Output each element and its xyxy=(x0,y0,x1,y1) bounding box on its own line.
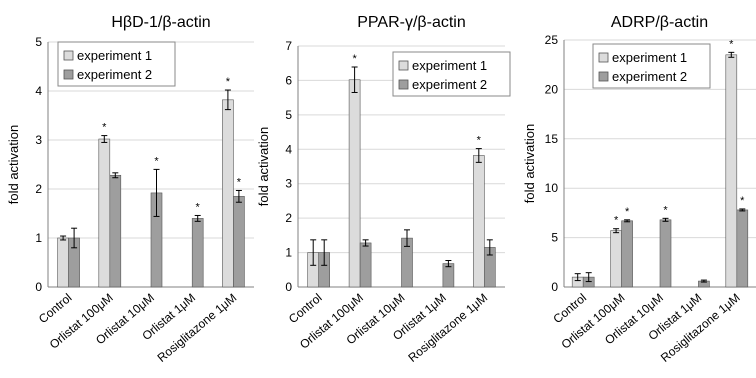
legend-swatch xyxy=(598,52,609,63)
legend: experiment 1 experiment 2 xyxy=(57,41,176,87)
chart-title: HβD-1/β-actin xyxy=(111,14,210,31)
legend-swatch xyxy=(598,71,609,82)
y-axis-label: fold activation xyxy=(256,127,271,207)
y-axis-label: fold activation xyxy=(522,124,537,204)
significance-star: * xyxy=(663,204,668,216)
bar xyxy=(98,138,111,288)
y-tick-label: 1 xyxy=(35,231,42,245)
significance-star: * xyxy=(237,176,242,188)
y-tick-label: 7 xyxy=(285,39,292,53)
y-tick-label: 0 xyxy=(35,280,42,294)
significance-star: * xyxy=(477,135,482,147)
chart-title: ADRP/β-actin xyxy=(611,14,708,31)
y-axis-label: fold activation xyxy=(6,125,21,205)
chart-title: PPAR-γ/β-actin xyxy=(357,14,465,31)
y-tick-label: 2 xyxy=(285,211,292,225)
legend-label: experiment 1 xyxy=(612,50,687,65)
significance-star: * xyxy=(102,122,107,134)
y-tick-label: 3 xyxy=(35,133,42,147)
significance-star: * xyxy=(226,76,231,88)
legend-swatch xyxy=(398,60,409,71)
y-tick-label: 0 xyxy=(551,280,558,294)
significance-star: * xyxy=(625,206,630,218)
significance-star: * xyxy=(729,38,734,50)
significance-star: * xyxy=(154,155,159,167)
bar xyxy=(222,99,234,288)
bar xyxy=(610,230,622,288)
legend-box xyxy=(392,51,511,97)
y-tick-label: 4 xyxy=(35,84,42,98)
y-tick-label: 10 xyxy=(545,181,559,195)
significance-star: * xyxy=(196,201,201,213)
legend-swatch xyxy=(398,79,409,90)
bar xyxy=(725,54,738,288)
legend: experiment 1 experiment 2 xyxy=(392,51,511,97)
y-tick-label: 1 xyxy=(285,246,292,260)
y-tick-label: 20 xyxy=(545,82,559,96)
y-tick-label: 25 xyxy=(545,33,559,47)
bar xyxy=(233,196,245,288)
bar xyxy=(348,79,361,288)
legend-box xyxy=(57,41,176,87)
legend-label: experiment 2 xyxy=(412,77,487,92)
bar xyxy=(621,220,633,288)
bar xyxy=(191,218,204,288)
bar xyxy=(109,174,122,288)
bar xyxy=(57,237,69,288)
y-tick-label: 3 xyxy=(285,177,292,191)
y-tick-label: 6 xyxy=(285,73,292,87)
legend-label: experiment 2 xyxy=(612,69,687,84)
legend-label: experiment 1 xyxy=(77,48,152,63)
significance-star: * xyxy=(352,53,357,65)
y-tick-label: 0 xyxy=(285,280,292,294)
legend: experiment 1 experiment 2 xyxy=(592,43,711,89)
legend-label: experiment 1 xyxy=(412,58,487,73)
bar xyxy=(472,155,485,288)
y-tick-label: 5 xyxy=(285,108,292,122)
bar xyxy=(736,209,749,288)
y-tick-label: 2 xyxy=(35,182,42,196)
bar xyxy=(659,219,672,288)
legend-swatch xyxy=(63,69,74,80)
y-tick-label: 4 xyxy=(285,142,292,156)
legend-swatch xyxy=(63,50,74,61)
legend-box xyxy=(592,43,711,89)
legend-label: experiment 2 xyxy=(77,67,152,82)
significance-star: * xyxy=(614,215,619,227)
y-tick-label: 15 xyxy=(545,132,559,146)
y-tick-label: 5 xyxy=(551,231,558,245)
x-tick-label: Control xyxy=(286,291,325,327)
x-tick-label: Control xyxy=(36,291,75,327)
significance-star: * xyxy=(740,195,745,207)
bar xyxy=(359,242,372,288)
y-tick-label: 5 xyxy=(35,35,42,49)
